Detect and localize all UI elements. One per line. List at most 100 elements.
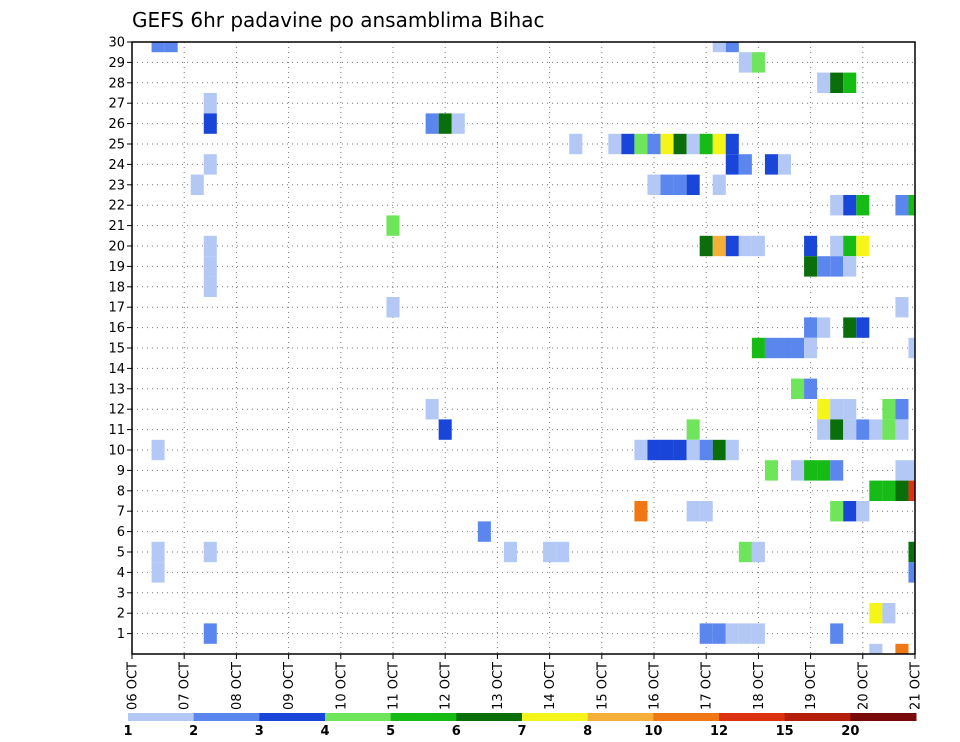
colorbar-label: 4 xyxy=(320,724,329,739)
y-tick-label: 11 xyxy=(108,423,125,438)
precip-cell xyxy=(895,480,909,501)
precip-cell xyxy=(804,337,818,359)
precip-cell xyxy=(869,480,883,501)
colorbar-swatch xyxy=(456,713,523,721)
y-tick-label: 24 xyxy=(108,158,125,173)
precip-cell xyxy=(451,113,465,134)
precip-cell xyxy=(882,399,896,420)
precip-cell xyxy=(203,154,217,175)
precip-cell xyxy=(856,317,870,338)
precip-cell xyxy=(804,256,818,277)
precip-cell xyxy=(425,113,439,134)
x-tick-label: 15 OCT xyxy=(595,662,610,710)
y-tick-label: 8 xyxy=(117,484,125,499)
colorbar-swatch xyxy=(325,713,392,721)
colorbar-swatch xyxy=(653,713,720,721)
precip-cell xyxy=(725,154,739,175)
y-tick-label: 4 xyxy=(117,566,125,581)
precip-cell xyxy=(738,235,752,257)
precip-cell xyxy=(869,603,883,624)
precip-cell xyxy=(712,235,726,257)
x-tick-label: 10 OCT xyxy=(334,662,349,710)
y-tick-label: 2 xyxy=(117,607,125,622)
precip-cell xyxy=(634,133,648,155)
precip-cell xyxy=(856,195,870,216)
precip-cell xyxy=(751,52,765,73)
precip-cell xyxy=(830,235,844,257)
precip-cell xyxy=(477,521,491,542)
precip-cell xyxy=(438,419,452,440)
precip-cell xyxy=(791,337,805,359)
precip-cell xyxy=(660,439,674,461)
precip-cell xyxy=(673,133,687,155)
precip-cell xyxy=(764,460,778,481)
precip-cell xyxy=(895,297,909,318)
precip-cell xyxy=(830,399,844,420)
y-tick-label: 13 xyxy=(108,382,125,397)
precip-cell xyxy=(869,643,883,654)
y-tick-label: 21 xyxy=(108,219,125,234)
precip-cell xyxy=(751,541,765,563)
precip-cell xyxy=(869,419,883,440)
precip-cell xyxy=(203,541,217,563)
precip-cell xyxy=(190,174,204,195)
y-tick-label: 6 xyxy=(117,525,125,540)
x-tick-label: 17 OCT xyxy=(700,662,715,710)
precip-cell xyxy=(725,439,739,461)
precip-cell xyxy=(712,174,726,195)
precip-cell xyxy=(764,154,778,175)
y-tick-label: 17 xyxy=(108,301,125,316)
precip-cell xyxy=(804,317,818,338)
precip-cell xyxy=(895,195,909,216)
y-tick-label: 15 xyxy=(108,342,125,357)
colorbar-label: 12 xyxy=(710,724,728,739)
precip-cell xyxy=(634,501,648,522)
precip-cell xyxy=(203,276,217,297)
precip-cell xyxy=(673,439,687,461)
x-tick-label: 11 OCT xyxy=(387,662,402,710)
colorbar-swatch xyxy=(193,713,260,721)
x-tick-label: 20 OCT xyxy=(856,662,871,710)
precip-cell xyxy=(895,643,909,654)
precip-cell xyxy=(569,133,583,155)
precip-cell xyxy=(712,439,726,461)
precip-cell xyxy=(738,154,752,175)
precip-cell xyxy=(817,317,831,338)
precip-cell xyxy=(151,562,165,583)
precip-cell xyxy=(543,541,557,563)
precip-cell xyxy=(386,297,400,318)
x-tick-label: 16 OCT xyxy=(648,662,663,710)
precip-cell xyxy=(699,235,713,257)
precip-cell xyxy=(843,235,857,257)
colorbar-swatch xyxy=(522,713,589,721)
y-tick-label: 23 xyxy=(108,178,125,193)
precip-cell xyxy=(843,419,857,440)
precip-cell xyxy=(203,93,217,114)
precip-cell xyxy=(908,480,915,501)
precip-cell xyxy=(895,419,909,440)
precip-cell xyxy=(908,460,915,481)
x-tick-label: 12 OCT xyxy=(439,662,454,710)
precip-cell xyxy=(686,133,700,155)
precip-cell xyxy=(817,399,831,420)
precip-cell xyxy=(804,460,818,481)
precip-cell xyxy=(777,337,792,359)
precip-cell xyxy=(830,72,844,93)
precip-cell xyxy=(843,195,857,216)
colorbar-label: 8 xyxy=(583,724,592,739)
precip-cell xyxy=(791,460,805,481)
precip-cell xyxy=(621,133,635,155)
x-tick-label: 18 OCT xyxy=(752,662,767,710)
x-tick-label: 19 OCT xyxy=(804,662,819,710)
precip-cell xyxy=(203,113,217,134)
precip-cell xyxy=(699,439,713,461)
precip-cell xyxy=(203,256,217,277)
colorbar-label: 6 xyxy=(452,724,461,739)
colorbar-swatch xyxy=(259,713,326,721)
y-tick-label: 26 xyxy=(108,117,125,132)
colorbar-label: 1 xyxy=(123,724,132,739)
colorbar: 1 2 3 4 5 6 7 8 10 12 15 20 xyxy=(123,713,917,739)
precip-cell xyxy=(791,378,805,399)
colorbar-swatch xyxy=(587,713,654,721)
y-axis: 1234567891011121314151617181920212223242… xyxy=(108,36,132,642)
